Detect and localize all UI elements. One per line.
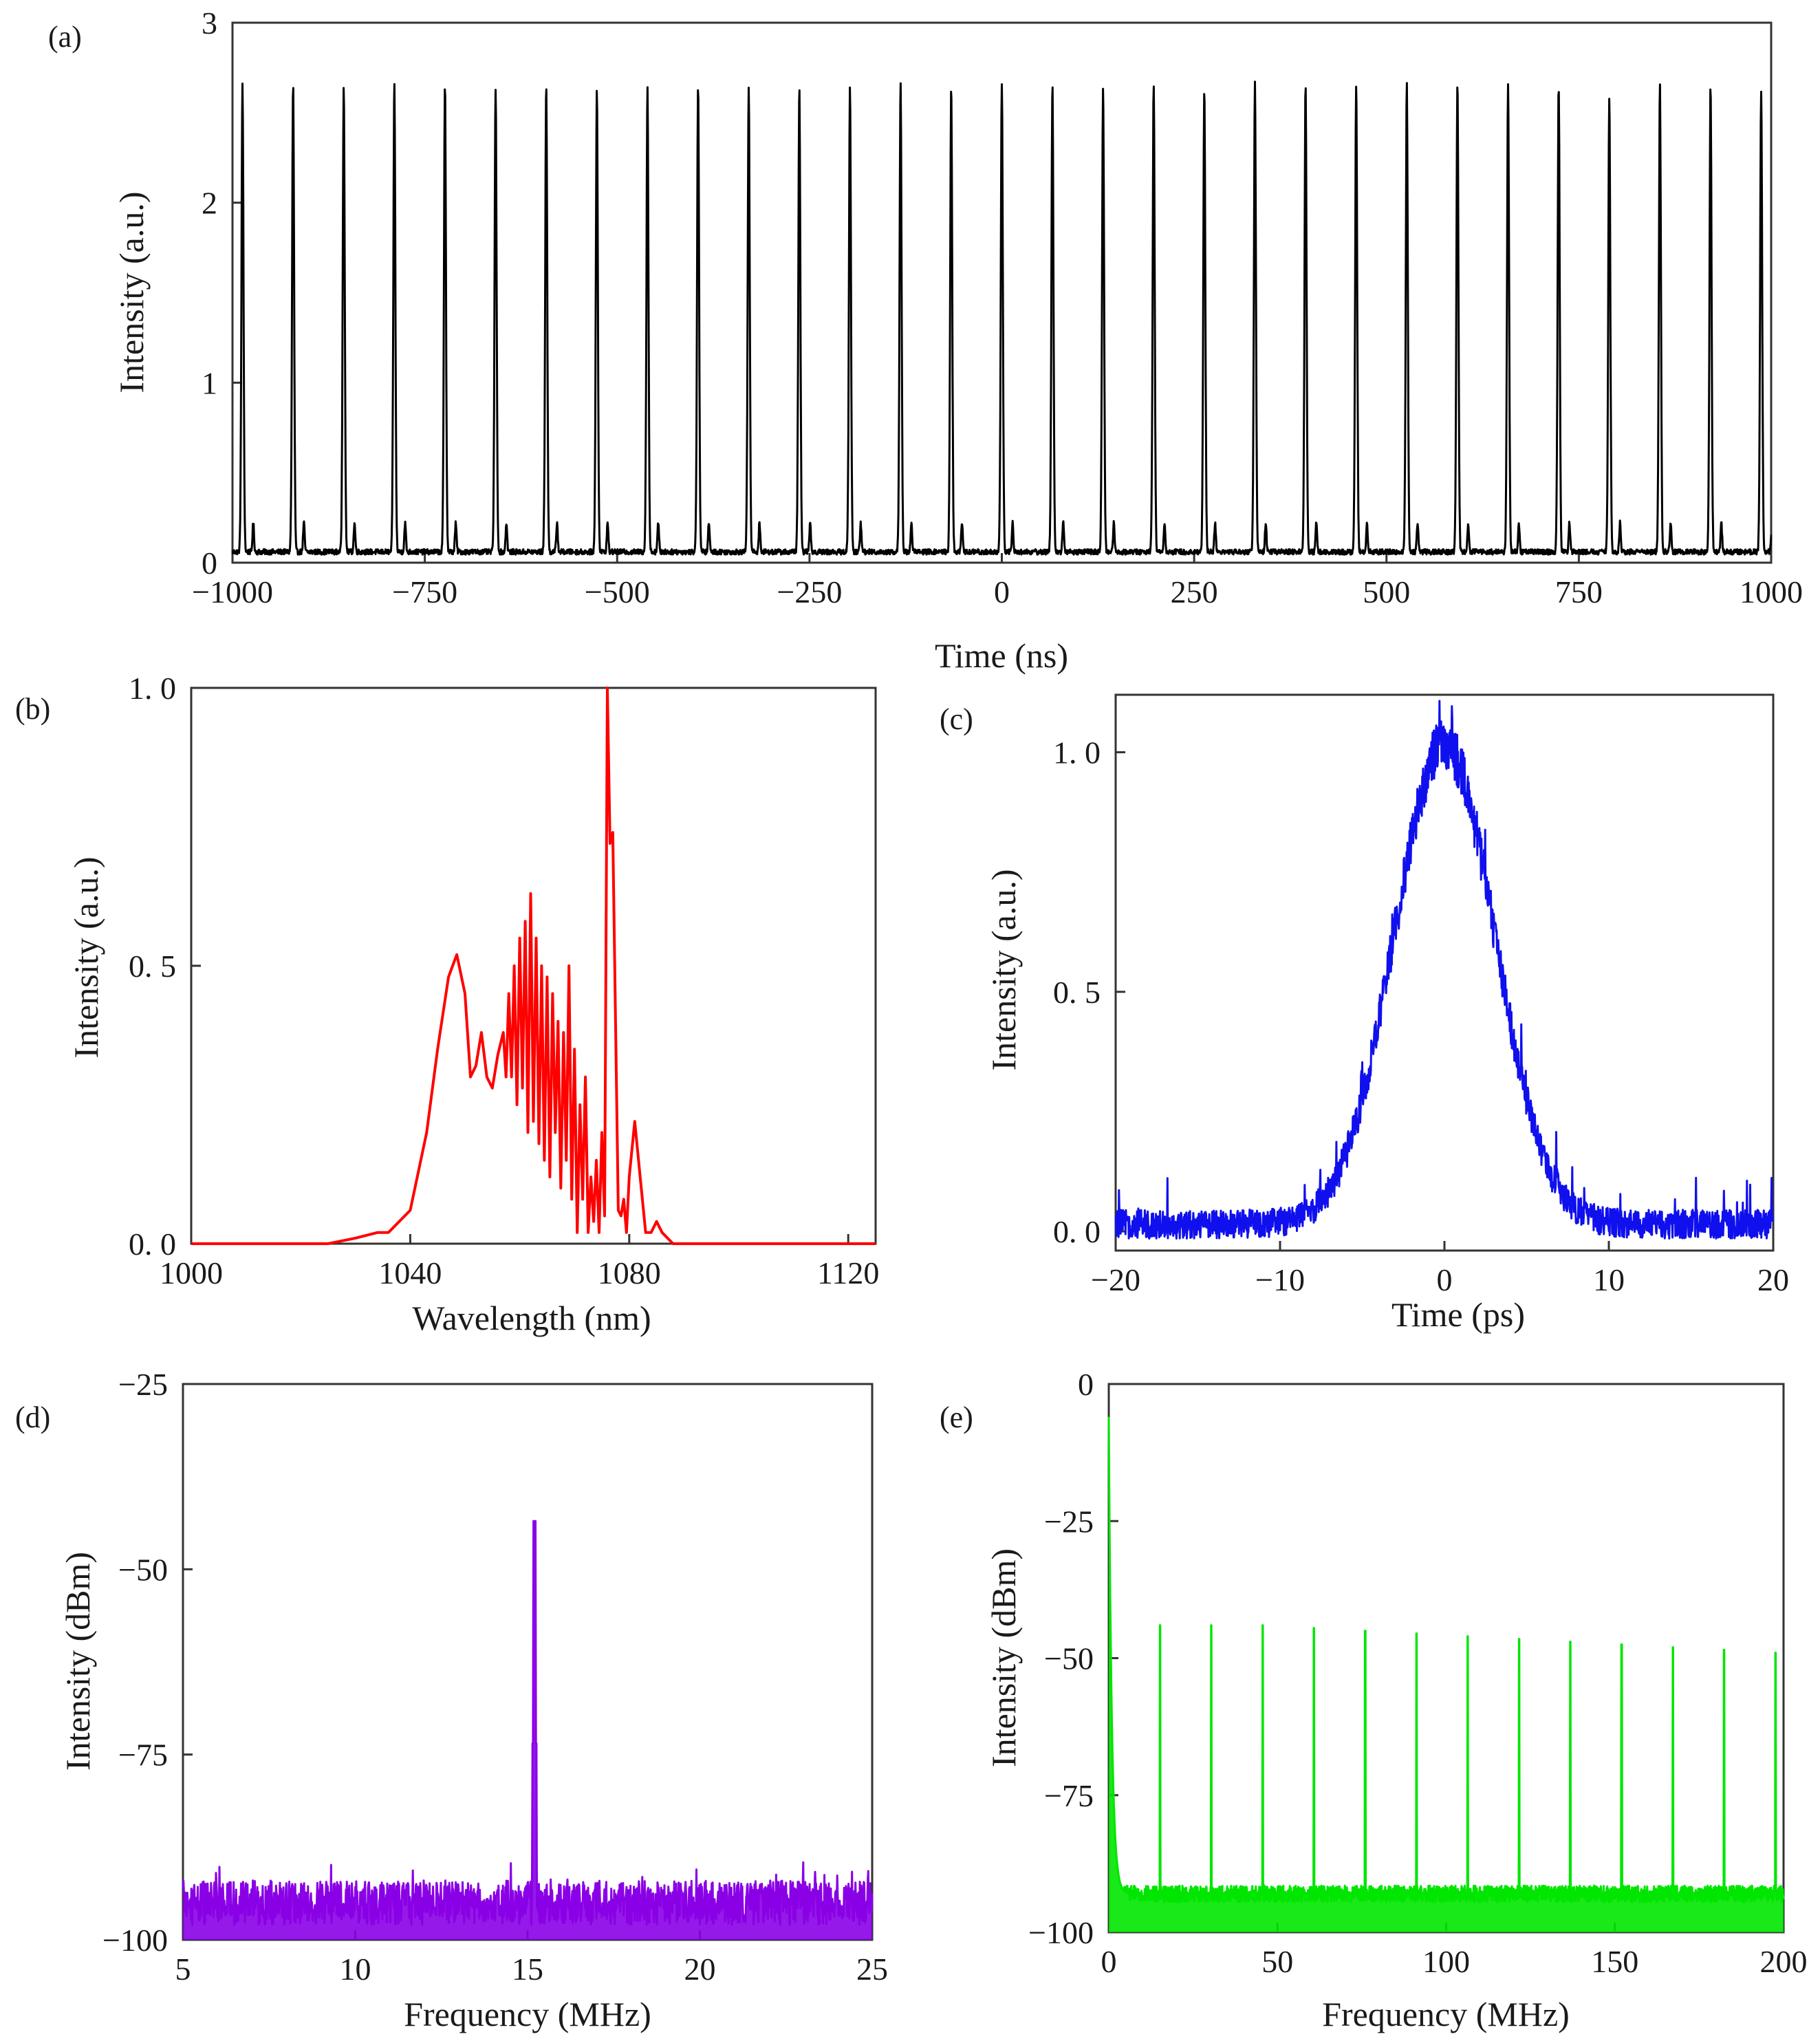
panel-e-y-tick-label: −50 — [1044, 1641, 1094, 1676]
panel-c-x-tick-label: 10 — [1593, 1262, 1625, 1297]
panel-c-series-line — [1114, 700, 1775, 1240]
panel-e-x-tick-label: 50 — [1261, 1944, 1293, 1979]
panel-d-x-tick-label: 10 — [340, 1952, 371, 1987]
panel-e: (e) 0 50 100 150 200 −100 −75 −50 −25 0 Frequenc… — [940, 1367, 1808, 2033]
panel-b-y-axis-title: Intensity (a.u.) — [67, 857, 105, 1059]
panel-b-x-tick-label: 1000 — [160, 1255, 223, 1290]
panel-d-y-ticks: −100 −75 −50 −25 — [102, 1367, 193, 1958]
panel-a: (a) −1000 −750 −500 −250 0 250 500 750 1000 0 1 2 3… — [48, 6, 1803, 675]
panel-d-x-tick-label: 15 — [512, 1952, 543, 1987]
panel-b-x-tick-label: 1080 — [598, 1255, 661, 1290]
panel-c-y-axis-title: Intensity (a.u.) — [984, 869, 1023, 1071]
panel-d-series-line — [182, 1520, 874, 1926]
panel-a-label: (a) — [48, 20, 82, 54]
panel-b-label: (b) — [15, 692, 50, 726]
panel-d: (d) 5 10 15 20 25 −100 −75 −50 −25 Frequency (M… — [15, 1367, 888, 2033]
panel-b-x-tick-label: 1120 — [817, 1255, 879, 1290]
panel-a-y-tick-label: 3 — [202, 6, 217, 41]
panel-b-x-ticks: 1000 1040 1080 1120 — [160, 1234, 879, 1290]
panel-b-y-tick-label: 0. 5 — [129, 949, 176, 984]
panel-a-x-tick-label: −250 — [777, 574, 842, 609]
panel-a-x-tick-label: 1000 — [1740, 574, 1803, 609]
panel-e-x-tick-label: 100 — [1422, 1944, 1470, 1979]
panel-a-y-tick-label: 2 — [202, 186, 217, 221]
panel-b-x-axis-title: Wavelength (nm) — [412, 1299, 651, 1337]
panel-d-y-tick-label: −25 — [118, 1367, 168, 1402]
panel-e-x-tick-label: 0 — [1101, 1944, 1117, 1979]
panel-b-y-tick-label: 0. 0 — [129, 1226, 176, 1262]
panel-a-x-tick-label: −750 — [392, 574, 457, 609]
panel-b: (b) 1000 1040 1080 1120 0. 0 0. 5 1. 0 Wavele… — [15, 671, 879, 1337]
panel-a-y-axis-title: Intensity (a.u.) — [112, 192, 151, 393]
panel-d-x-axis-title: Frequency (MHz) — [404, 1995, 651, 2033]
panel-e-x-tick-label: 150 — [1591, 1944, 1638, 1979]
panel-d-frame — [182, 1383, 874, 1941]
panel-d-x-tick-label: 5 — [175, 1952, 191, 1987]
panel-e-x-tick-label: 200 — [1760, 1944, 1808, 1979]
panel-d-x-tick-label: 20 — [684, 1952, 716, 1987]
panel-a-y-tick-label: 0 — [202, 545, 217, 581]
panel-d-x-tick-label: 25 — [856, 1952, 888, 1987]
panel-a-x-tick-label: 500 — [1363, 574, 1410, 609]
panel-d-series-fill — [183, 1521, 872, 1940]
panel-e-y-tick-label: −100 — [1028, 1915, 1094, 1950]
panel-c-x-ticks: −20 −10 0 10 20 — [1091, 1241, 1789, 1297]
panel-b-series-line — [191, 687, 876, 1245]
panel-e-x-axis-title: Frequency (MHz) — [1322, 1995, 1570, 2033]
panel-b-frame — [190, 687, 877, 1245]
panel-d-y-axis-title: Intensity (dBm) — [58, 1552, 97, 1771]
panel-a-series-line — [231, 80, 1773, 556]
panel-e-y-tick-label: −25 — [1044, 1504, 1094, 1539]
panel-a-x-ticks: −1000 −750 −500 −250 0 250 500 750 1000 — [192, 553, 1803, 609]
panel-d-y-tick-label: −75 — [118, 1738, 168, 1773]
panel-a-x-axis-title: Time (ns) — [935, 636, 1068, 675]
panel-a-x-tick-label: 0 — [994, 574, 1010, 609]
panel-c-x-tick-label: −10 — [1255, 1262, 1305, 1297]
panel-c-x-axis-title: Time (ps) — [1391, 1295, 1525, 1334]
panel-e-y-tick-label: 0 — [1078, 1367, 1094, 1402]
panel-c-y-tick-label: 0. 0 — [1053, 1214, 1101, 1249]
panel-c-x-tick-label: 20 — [1757, 1262, 1789, 1297]
panel-d-label: (d) — [15, 1401, 50, 1434]
panel-b-x-tick-label: 1040 — [378, 1255, 442, 1290]
panel-e-y-tick-label: −75 — [1044, 1778, 1094, 1813]
panel-b-y-ticks: 0. 0 0. 5 1. 0 — [129, 671, 201, 1262]
panel-e-y-ticks: −100 −75 −50 −25 0 — [1028, 1367, 1118, 1950]
panel-a-x-tick-label: 250 — [1171, 574, 1218, 609]
panel-e-x-ticks: 0 50 100 150 200 — [1101, 1923, 1808, 1979]
panel-e-label: (e) — [940, 1401, 973, 1434]
panel-c-frame — [1114, 693, 1775, 1252]
panel-c-x-tick-label: −20 — [1091, 1262, 1140, 1297]
panel-c-y-ticks: 0. 0 0. 5 1. 0 — [1053, 735, 1125, 1249]
panel-d-y-tick-label: −100 — [102, 1923, 168, 1958]
panel-a-x-tick-label: −1000 — [192, 574, 273, 609]
panel-a-x-tick-label: 750 — [1555, 574, 1603, 609]
panel-d-x-ticks: 5 10 15 20 25 — [175, 1930, 888, 1987]
panel-c-x-tick-label: 0 — [1437, 1262, 1453, 1297]
panel-c-y-tick-label: 1. 0 — [1053, 735, 1101, 770]
panel-c-y-tick-label: 0. 5 — [1053, 975, 1101, 1010]
panel-e-series-line — [1107, 1416, 1785, 1903]
panel-a-y-tick-label: 1 — [202, 365, 217, 400]
panel-d-y-tick-label: −50 — [118, 1552, 168, 1587]
panel-a-y-ticks: 0 1 2 3 — [202, 6, 242, 581]
panel-c: (c) −20 −10 0 10 20 0. 0 0. 5 1. 0 Time (ps) I… — [940, 693, 1789, 1334]
panel-b-y-tick-label: 1. 0 — [129, 671, 176, 706]
panel-a-x-tick-label: −500 — [585, 574, 650, 609]
panel-c-label: (c) — [940, 702, 973, 736]
panel-e-y-axis-title: Intensity (dBm) — [984, 1548, 1023, 1767]
